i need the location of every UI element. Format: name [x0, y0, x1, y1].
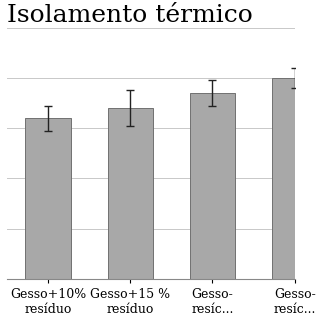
- Text: Isolamento térmico: Isolamento térmico: [7, 4, 252, 27]
- Bar: [190, 93, 235, 320]
- Bar: [108, 108, 153, 320]
- Bar: [272, 78, 317, 320]
- Bar: [25, 118, 71, 320]
